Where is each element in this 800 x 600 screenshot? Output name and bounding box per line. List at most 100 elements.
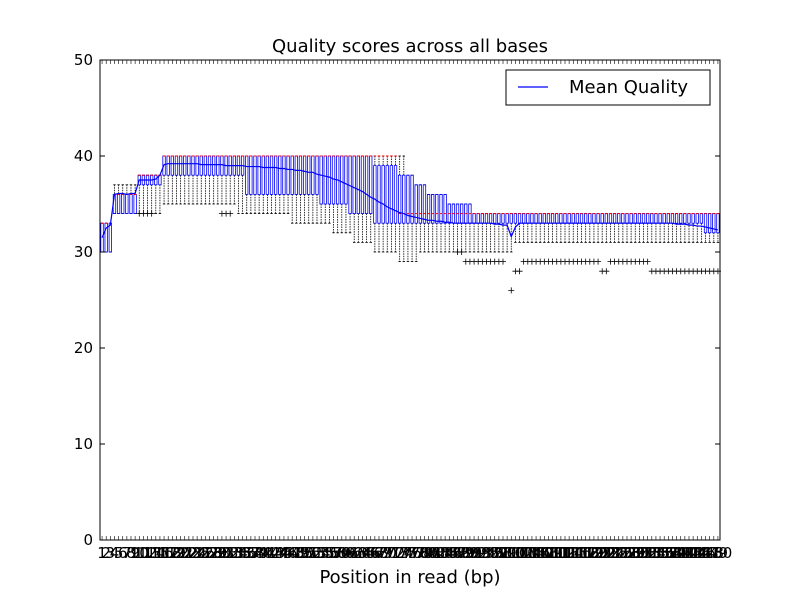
iqr-box [509, 213, 513, 224]
box-group-26 [203, 155, 208, 205]
box-group-138 [666, 213, 670, 243]
x-tick-label-84: 84 [436, 544, 455, 562]
x-tick-label-22: 22 [179, 544, 198, 562]
outlier-point [644, 258, 651, 265]
x-tick-label-75: 75 [398, 544, 417, 562]
iqr-box [575, 213, 580, 224]
box-group-123 [604, 213, 608, 243]
x-tick-label-51: 51 [299, 544, 318, 562]
iqr-box [385, 165, 389, 224]
iqr-box [253, 155, 257, 195]
box-group-109 [546, 213, 551, 243]
box-group-73 [398, 155, 402, 263]
iqr-box [695, 213, 699, 224]
box-group-142 [683, 213, 687, 243]
box-group-78 [418, 184, 422, 253]
iqr-box [170, 155, 174, 176]
box-group-25 [199, 155, 203, 205]
iqr-box [443, 193, 447, 224]
box-group-97 [497, 213, 501, 253]
box-group-33 [232, 155, 236, 205]
x-tick-label-66: 66 [361, 544, 380, 562]
box-group-14 [154, 174, 158, 215]
x-tick-label-142: 142 [671, 544, 700, 562]
box-group-83 [439, 193, 443, 253]
x-tick-label-123: 123 [592, 544, 621, 562]
x-tick-label-49: 49 [291, 544, 310, 562]
iqr-box [555, 213, 559, 224]
x-tick-label-137: 137 [650, 544, 679, 562]
x-tick-label-96: 96 [485, 544, 504, 562]
x-tick-label-68: 68 [369, 544, 388, 562]
x-tick-label-1: 1 [97, 544, 107, 562]
box-group-15 [158, 174, 162, 215]
box-group-74 [402, 155, 406, 263]
iqr-box [484, 213, 489, 224]
y-tick-label-30: 30 [74, 243, 93, 261]
iqr-box [526, 213, 530, 224]
iqr-box [530, 213, 534, 224]
box-group-22 [187, 155, 191, 205]
box-group-24 [195, 155, 199, 205]
iqr-box [174, 155, 179, 176]
x-tick-label-59: 59 [332, 544, 351, 562]
box-group-87 [455, 203, 460, 253]
box-group-71 [389, 155, 394, 253]
iqr-box [344, 155, 348, 205]
y-tick-label-40: 40 [74, 147, 93, 165]
box-group-8 [129, 184, 133, 215]
iqr-box [497, 213, 501, 224]
box-group-19 [174, 155, 179, 205]
x-tick-label-61: 61 [341, 544, 360, 562]
iqr-box [513, 213, 518, 224]
iqr-box [121, 193, 125, 214]
box-group-51 [307, 155, 311, 224]
iqr-box [269, 155, 274, 195]
iqr-box [592, 213, 596, 224]
iqr-box [534, 213, 538, 224]
x-tick-label-136: 136 [646, 544, 675, 562]
x-tick-label-147: 147 [691, 544, 720, 562]
x-tick-label-67: 67 [365, 544, 384, 562]
x-tick-label-71: 71 [382, 544, 401, 562]
x-tick-label-133: 133 [633, 544, 662, 562]
x-tick-label-87: 87 [448, 544, 467, 562]
box-group-121 [596, 213, 600, 243]
x-tick-label-23: 23 [183, 544, 202, 562]
legend: Mean Quality [505, 69, 711, 106]
iqr-box [154, 174, 158, 186]
iqr-box [608, 213, 613, 224]
x-tick-label-58: 58 [328, 544, 347, 562]
x-tick-label-108: 108 [530, 544, 559, 562]
x-tick-label-91: 91 [465, 544, 484, 562]
x-tick-label-126: 126 [604, 544, 633, 562]
x-tick-label-16: 16 [155, 544, 174, 562]
box-group-79 [422, 184, 427, 253]
iqr-box [352, 155, 356, 214]
x-tick-label-17: 17 [159, 544, 178, 562]
iqr-box [621, 213, 625, 224]
iqr-box [302, 155, 307, 195]
x-tick-label-125: 125 [600, 544, 629, 562]
x-tick-label-111: 111 [542, 544, 571, 562]
x-tick-label-112: 112 [547, 544, 576, 562]
box-group-85 [447, 203, 451, 253]
iqr-box [100, 222, 104, 253]
iqr-box [178, 155, 183, 176]
box-group-145 [695, 213, 699, 243]
box-group-64 [360, 155, 365, 243]
box-group-125 [612, 213, 617, 243]
box-group-49 [298, 155, 303, 224]
box-group-117 [579, 213, 584, 243]
iqr-box [183, 155, 187, 176]
iqr-box [550, 213, 555, 224]
x-tick-label-13: 13 [142, 544, 161, 562]
box-group-96 [493, 213, 497, 253]
iqr-box [617, 213, 621, 224]
x-tick-label-145: 145 [683, 544, 712, 562]
iqr-box [517, 213, 522, 224]
x-tick-label-138: 138 [654, 544, 683, 562]
box-group-89 [464, 203, 468, 253]
iqr-box [402, 174, 406, 224]
x-tick-label-76: 76 [403, 544, 422, 562]
